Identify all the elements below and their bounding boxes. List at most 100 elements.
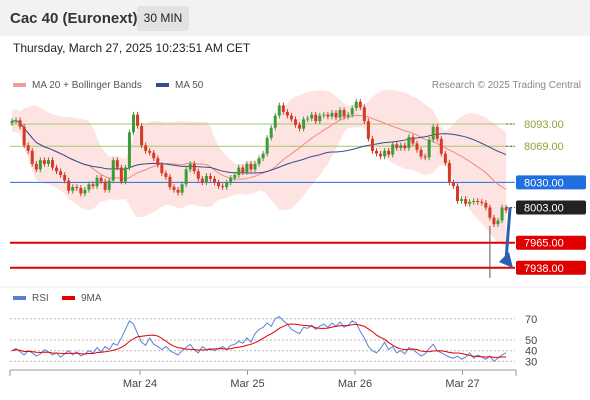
candle-body: [387, 150, 391, 155]
candle-body: [245, 163, 249, 173]
candle-body: [366, 121, 370, 139]
candle-body: [119, 167, 123, 182]
candle-body: [95, 177, 99, 187]
legend-rsi: RSI: [13, 293, 49, 304]
ma50-swatch: [156, 83, 169, 88]
legend-9ma-label: 9MA: [81, 293, 102, 304]
candle-body: [342, 110, 346, 117]
candle-body: [504, 207, 508, 211]
candle-body: [87, 184, 91, 190]
level-label-5: 7938.00: [524, 263, 564, 275]
candle-body: [18, 120, 22, 127]
candle-body: [103, 181, 107, 190]
candle-body: [460, 199, 464, 201]
candle-body: [435, 126, 439, 139]
candle-body: [111, 160, 115, 181]
candle-body: [302, 119, 306, 129]
candle-body: [99, 177, 103, 182]
candle-body: [14, 120, 18, 122]
timestamp: Thursday, March 27, 2025 10:23:51 AM CET: [13, 41, 251, 55]
candle-body: [192, 163, 196, 172]
candle-body: [306, 118, 310, 120]
candle-body: [107, 180, 111, 190]
legend-ma50-label: MA 50: [175, 80, 204, 91]
chart-title: Cac 40 (Euronext): [10, 10, 138, 27]
candle-body: [233, 175, 237, 178]
level-label-0: 8093.00: [524, 119, 564, 131]
candle-body: [196, 171, 200, 179]
candle-body: [22, 126, 26, 146]
candle-body: [281, 105, 285, 112]
candle-body: [127, 132, 131, 168]
level-tag-2: [516, 175, 586, 190]
candle-body: [476, 200, 480, 202]
candle-body: [83, 189, 87, 194]
candle-body: [419, 149, 423, 157]
legend-rsi-label: RSI: [32, 293, 49, 304]
candle-body: [55, 167, 59, 172]
candle-body: [314, 114, 318, 122]
rsi-9ma-line: [11, 323, 507, 358]
projection-arrow-shaft: [504, 207, 512, 261]
candle-body: [358, 101, 362, 108]
candle-body: [456, 186, 459, 201]
projection-arrow-head: [499, 251, 513, 268]
candle-body: [431, 126, 435, 140]
x-tick-label-0: Mar 24: [123, 378, 157, 390]
candle-body: [399, 145, 403, 149]
candle-body: [257, 158, 261, 164]
candle-body: [391, 144, 395, 155]
candle-body: [310, 114, 314, 119]
credit-text: Research © 2025 Trading Central: [431, 80, 581, 91]
candle-body: [350, 108, 354, 115]
x-tick-label-2: Mar 26: [338, 378, 372, 390]
candle-body: [30, 150, 34, 164]
ma50-line: [11, 120, 507, 174]
candle-body: [395, 144, 399, 149]
candle-body: [464, 199, 468, 204]
candle-body: [468, 201, 472, 204]
candle-body: [362, 107, 366, 122]
candle-body: [217, 182, 221, 187]
candle-body: [354, 101, 358, 109]
timeframe-button[interactable]: 30 MIN: [137, 6, 189, 31]
level-tag-3: [516, 200, 586, 215]
x-tick-label-3: Mar 27: [445, 378, 479, 390]
candle-body: [75, 187, 79, 189]
candle-body: [277, 105, 281, 116]
ma20-line: [11, 114, 507, 190]
candle-body: [176, 189, 180, 193]
candle-body: [172, 187, 176, 190]
candle-body: [492, 217, 496, 225]
candle-body: [500, 207, 504, 221]
9ma-swatch: [62, 296, 75, 301]
candle-body: [132, 114, 135, 133]
candle-body: [326, 114, 330, 117]
rsi-tick-1: 50: [525, 335, 537, 347]
bollinger-band: [12, 89, 507, 247]
candle-body: [144, 145, 148, 151]
candle-body: [439, 138, 443, 154]
candle-body: [265, 137, 269, 154]
candle-body: [10, 121, 14, 124]
candle-body: [59, 171, 63, 176]
candle-body: [156, 158, 160, 165]
rsi-line: [11, 316, 507, 363]
candle-body: [160, 164, 164, 174]
candle-body: [253, 163, 257, 170]
candle-body: [91, 184, 95, 187]
candle-body: [140, 125, 144, 146]
candle-body: [204, 175, 208, 183]
level-label-2: 8030.00: [524, 177, 564, 189]
candle-body: [184, 169, 188, 185]
candle-body: [241, 167, 245, 173]
candle-body: [411, 136, 415, 144]
candle-body: [370, 138, 374, 151]
candle-body: [322, 114, 326, 116]
candle-body: [294, 119, 297, 125]
candle-body: [423, 156, 427, 158]
candle-body: [443, 153, 447, 163]
candle-body: [123, 167, 127, 182]
candle-body: [79, 188, 83, 194]
